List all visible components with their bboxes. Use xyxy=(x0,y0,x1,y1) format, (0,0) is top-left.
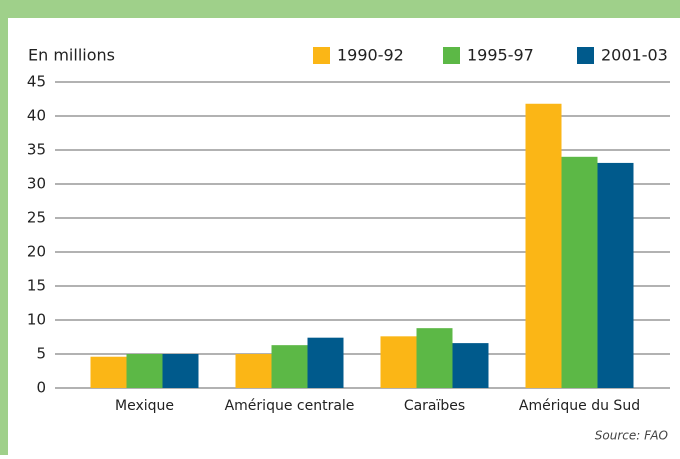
legend-swatch xyxy=(577,47,594,64)
bar xyxy=(452,343,489,388)
x-tick-label: Mexique xyxy=(115,398,174,414)
y-tick-label: 35 xyxy=(27,141,46,159)
bar xyxy=(380,336,417,388)
y-tick-label: 0 xyxy=(36,379,46,397)
y-axis-label: En millions xyxy=(28,46,115,65)
y-tick-label: 5 xyxy=(36,345,46,363)
bar xyxy=(597,162,634,388)
frame-border xyxy=(0,0,8,455)
y-tick-label: 40 xyxy=(27,107,46,125)
x-tick-label: Amérique du Sud xyxy=(519,398,640,414)
legend-swatch xyxy=(443,47,460,64)
bar xyxy=(90,356,127,388)
legend-label: 1990-92 xyxy=(337,46,404,65)
x-tick-label: Amérique centrale xyxy=(225,398,355,414)
bar xyxy=(126,354,163,388)
y-tick-label: 20 xyxy=(27,243,46,261)
y-tick-label: 45 xyxy=(27,73,46,91)
y-tick-label: 10 xyxy=(27,311,46,329)
legend-label: 1995-97 xyxy=(467,46,534,65)
source: Source: FAO xyxy=(595,429,668,443)
bar xyxy=(416,328,453,388)
bar xyxy=(162,354,199,388)
bar xyxy=(235,354,272,388)
x-tick-label: Caraïbes xyxy=(404,398,465,414)
bar xyxy=(525,103,562,388)
bar xyxy=(271,345,308,388)
header-band xyxy=(0,0,680,18)
legend-label: 2001-03 xyxy=(601,46,668,65)
y-tick-label: 15 xyxy=(27,277,46,295)
y-tick-label: 25 xyxy=(27,209,46,227)
legend-swatch xyxy=(313,47,330,64)
bar xyxy=(561,156,598,388)
y-tick-label: 30 xyxy=(27,175,46,193)
bar xyxy=(307,337,344,388)
